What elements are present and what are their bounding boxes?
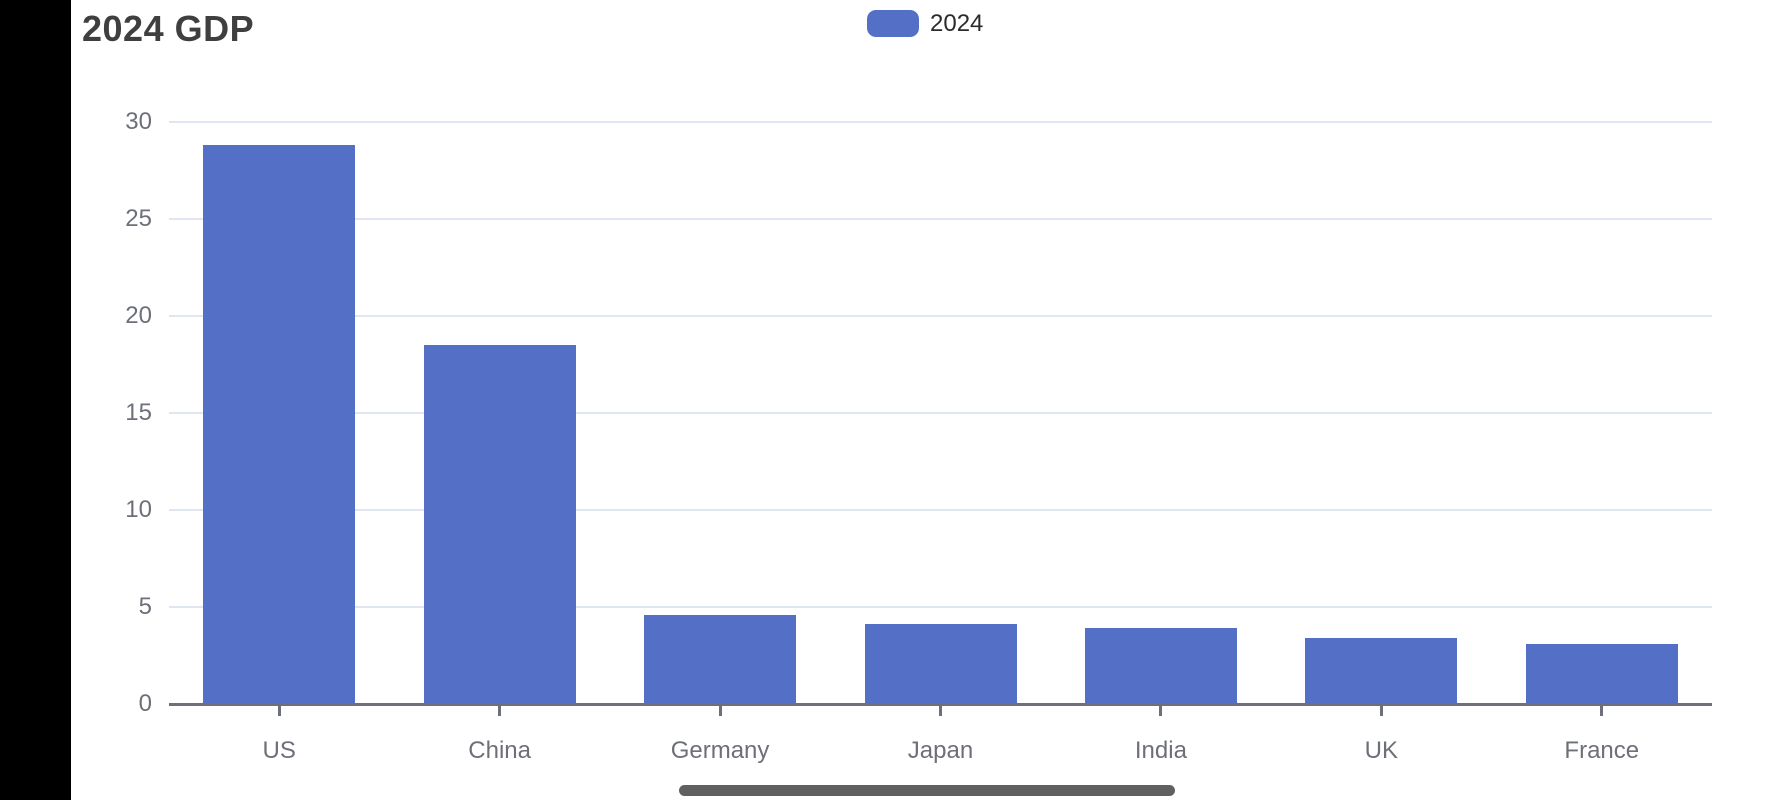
bar-france[interactable] — [1525, 643, 1678, 704]
x-axis-label-germany: Germany — [670, 737, 770, 764]
chart-title: 2024 GDP — [82, 8, 255, 49]
x-axis-tick — [498, 706, 502, 716]
horizontal-scrollbar-thumb[interactable] — [679, 785, 1175, 796]
x-axis-tick — [1379, 706, 1383, 716]
x-axis-label-france: France — [1564, 737, 1640, 764]
x-axis-tick — [1159, 706, 1163, 716]
bar-germany[interactable] — [644, 614, 797, 704]
x-axis-tick — [939, 706, 942, 716]
legend-item-2024[interactable]: 2024 — [867, 10, 983, 37]
legend-label: 2024 — [930, 10, 984, 37]
y-axis-tick-label: 10 — [125, 496, 152, 524]
legend-swatch-icon — [867, 10, 919, 37]
bar-uk[interactable] — [1305, 638, 1458, 704]
gridline-y-10 — [169, 509, 1712, 512]
bar-us[interactable] — [203, 145, 356, 704]
x-axis-label-uk: UK — [1364, 737, 1399, 764]
y-axis-tick-label: 25 — [125, 205, 152, 233]
x-axis-line — [169, 703, 1712, 706]
y-axis-tick-label: 15 — [125, 399, 152, 427]
x-axis-tick — [718, 706, 722, 716]
y-axis-tick-label: 30 — [125, 108, 152, 136]
gridline-y-15 — [169, 412, 1712, 415]
gridline-y-5 — [169, 606, 1712, 609]
gridline-y-30 — [169, 121, 1712, 124]
x-axis-label-us: US — [262, 737, 296, 764]
gridline-y-25 — [169, 218, 1712, 221]
letterbox-left — [0, 0, 71, 800]
x-axis-label-india: India — [1134, 737, 1187, 764]
x-axis-label-china: China — [468, 737, 531, 764]
y-axis-tick-label: 5 — [138, 593, 152, 621]
bar-china[interactable] — [423, 345, 576, 704]
gridline-y-20 — [169, 315, 1712, 318]
x-axis-tick — [1600, 706, 1604, 716]
bar-japan[interactable] — [864, 624, 1017, 704]
y-axis-tick-label: 20 — [125, 302, 152, 330]
y-axis-tick-label: 0 — [138, 690, 152, 717]
x-axis-tick — [277, 706, 281, 716]
bar-india[interactable] — [1084, 628, 1237, 704]
x-axis-label-japan: Japan — [907, 737, 974, 764]
